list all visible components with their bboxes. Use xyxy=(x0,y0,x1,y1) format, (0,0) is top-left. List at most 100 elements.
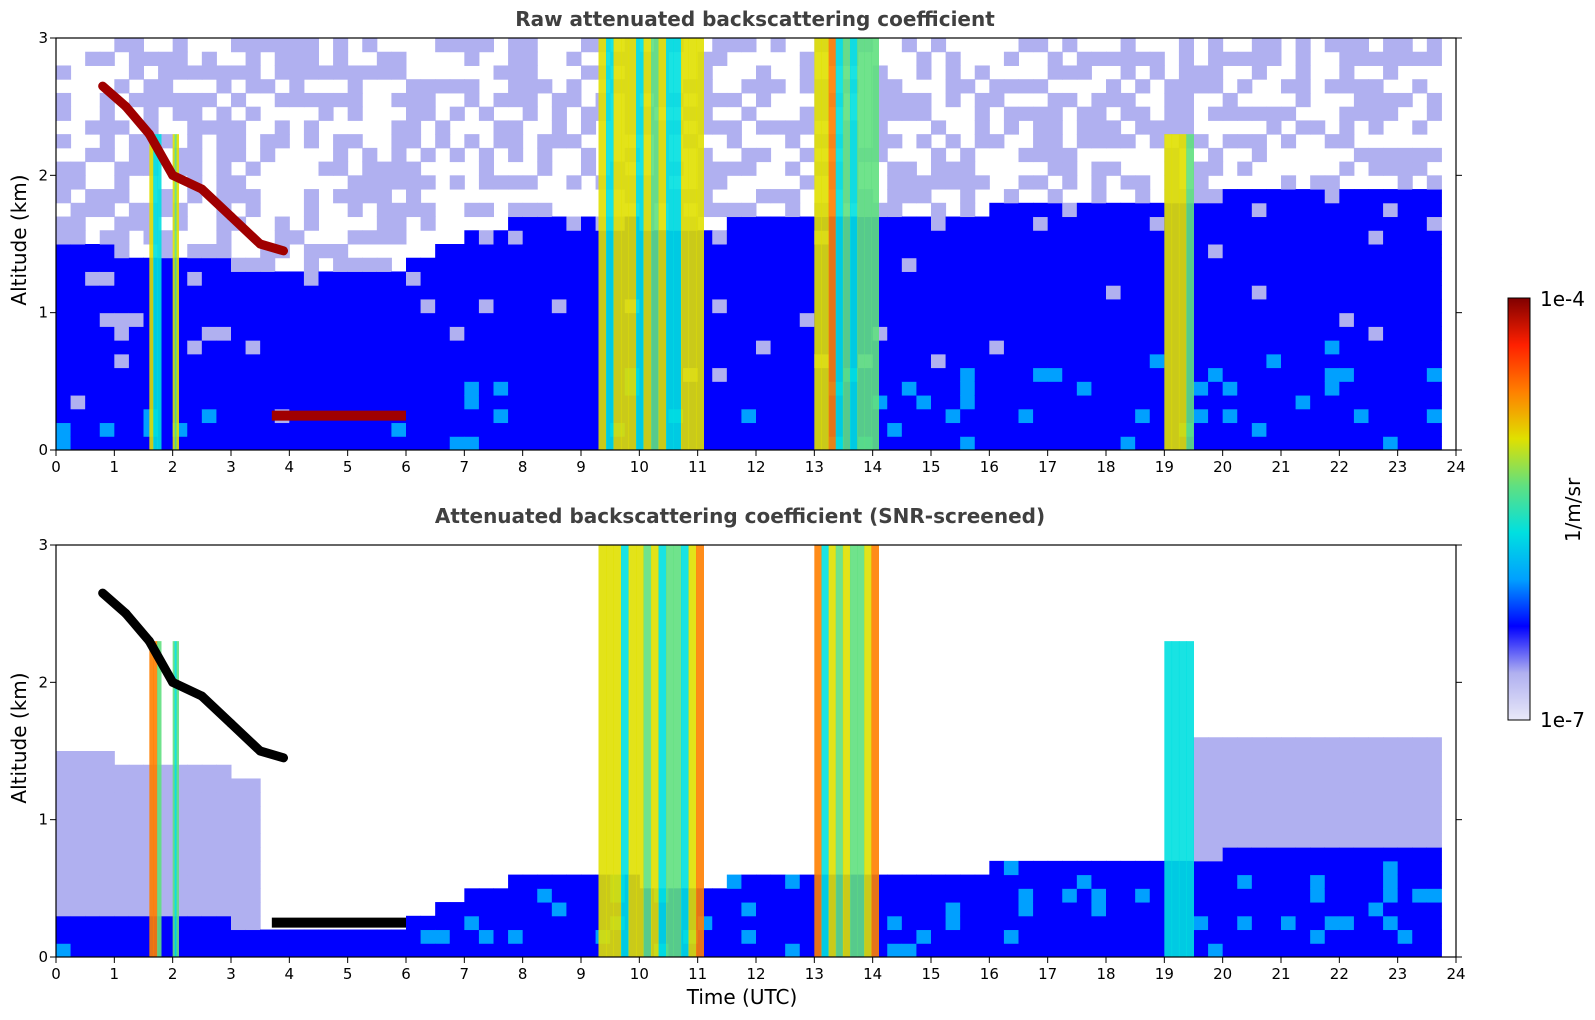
heatmap-cell xyxy=(1310,943,1326,958)
heatmap-cell xyxy=(303,326,319,341)
heatmap-cell xyxy=(187,778,203,793)
heatmap-cell xyxy=(216,792,232,807)
heatmap-cell xyxy=(1208,915,1224,931)
heatmap-cell xyxy=(1047,106,1063,121)
heatmap-cell xyxy=(1003,408,1019,424)
heatmap-cell xyxy=(260,257,276,272)
heatmap-cell xyxy=(435,244,451,259)
heatmap-cell xyxy=(799,312,815,327)
heatmap-cell xyxy=(974,902,990,917)
heatmap-cell xyxy=(1135,298,1151,314)
heatmap-cell xyxy=(158,340,174,355)
heatmap-cell xyxy=(1106,312,1122,327)
x-tick-label: 22 xyxy=(1330,965,1349,983)
heatmap-cell xyxy=(712,298,728,314)
heatmap-cell xyxy=(785,161,801,176)
heatmap-cell xyxy=(566,244,582,259)
cloud-layer-segment xyxy=(144,636,178,687)
heatmap-cell xyxy=(1208,874,1224,889)
heatmap-cell xyxy=(158,888,174,903)
heatmap-cell xyxy=(1033,230,1049,245)
heatmap-cell xyxy=(128,929,144,944)
heatmap-cell xyxy=(493,915,509,931)
heatmap-cell xyxy=(1164,120,1180,135)
heatmap-cell xyxy=(726,367,742,382)
heatmap-cell xyxy=(1018,353,1034,369)
heatmap-cell xyxy=(274,271,290,286)
heatmap-cell xyxy=(741,38,757,53)
heatmap-cell xyxy=(245,792,261,807)
heatmap-cell xyxy=(1047,134,1063,149)
heatmap-cell xyxy=(347,353,363,369)
heatmap-cell xyxy=(406,340,422,355)
heatmap-cell xyxy=(99,422,115,437)
heatmap-cell xyxy=(1324,847,1340,862)
heatmap-cell xyxy=(581,106,597,121)
heatmap-cell xyxy=(1281,860,1297,876)
heatmap-cell xyxy=(158,902,174,917)
heatmap-cell xyxy=(916,436,932,451)
heatmap-cell xyxy=(70,819,86,834)
heatmap-cell xyxy=(726,381,742,396)
heatmap-cell xyxy=(493,271,509,286)
heatmap-cell xyxy=(974,216,990,231)
heatmap-cell xyxy=(741,874,757,889)
colorbar-min-label: 1e-7 xyxy=(1540,708,1585,732)
heatmap-cell xyxy=(1047,929,1063,944)
heatmap-cell xyxy=(1426,216,1442,231)
heatmap-cell xyxy=(1237,285,1253,300)
heatmap-cell xyxy=(945,92,961,108)
heatmap-cell xyxy=(333,943,349,958)
heatmap-cell xyxy=(1106,92,1122,108)
heatmap-cell xyxy=(1062,943,1078,958)
heatmap-cell xyxy=(1091,257,1107,272)
heatmap-cell xyxy=(1397,340,1413,355)
heatmap-cell xyxy=(1310,792,1326,807)
heatmap-cell xyxy=(785,888,801,903)
heatmap-cell xyxy=(1149,202,1165,218)
heatmap-cell xyxy=(1033,202,1049,218)
heatmap-cell xyxy=(1397,189,1413,204)
heatmap-cell xyxy=(1106,216,1122,231)
heatmap-cell xyxy=(70,422,86,437)
cloud-layer-segment xyxy=(255,239,288,256)
heatmap-cell xyxy=(1062,92,1078,108)
heatmap-cell xyxy=(1208,792,1224,807)
heatmap-cell xyxy=(1076,860,1092,876)
heatmap-cell xyxy=(1310,436,1326,451)
heatmap-cell xyxy=(916,422,932,437)
heatmap-cell xyxy=(216,874,232,889)
x-tick-label: 15 xyxy=(921,965,940,983)
x-tick-label: 17 xyxy=(1038,965,1057,983)
heatmap-cell xyxy=(478,929,494,944)
heatmap-cell xyxy=(1310,408,1326,424)
heatmap-cell xyxy=(420,943,436,958)
heatmap-cell xyxy=(1310,298,1326,314)
heatmap-cell xyxy=(1033,257,1049,272)
heatmap-cell xyxy=(581,408,597,424)
heatmap-cell xyxy=(1339,216,1355,231)
heatmap-cell xyxy=(435,79,451,94)
heatmap-cell xyxy=(1106,79,1122,94)
heatmap-cell xyxy=(449,381,465,396)
heatmap-cell xyxy=(551,902,567,917)
x-tick-label: 1 xyxy=(110,965,120,983)
heatmap-cell xyxy=(1047,367,1063,382)
x-tick-label: 3 xyxy=(226,965,236,983)
heatmap-cell xyxy=(99,202,115,218)
heatmap-cell xyxy=(347,92,363,108)
heatmap-cell xyxy=(1251,888,1267,903)
precip-column xyxy=(1178,641,1187,957)
heatmap-cell xyxy=(537,161,553,176)
heatmap-cell xyxy=(1397,230,1413,245)
heatmap-cell xyxy=(391,175,407,190)
heatmap-cell xyxy=(420,216,436,231)
heatmap-cell xyxy=(464,353,480,369)
heatmap-cell xyxy=(478,326,494,341)
heatmap-cell xyxy=(931,271,947,286)
heatmap-cell xyxy=(756,216,772,231)
heatmap-cell xyxy=(1076,298,1092,314)
heatmap-cell xyxy=(1018,147,1034,163)
heatmap-cell xyxy=(85,847,101,862)
heatmap-cell xyxy=(245,271,261,286)
